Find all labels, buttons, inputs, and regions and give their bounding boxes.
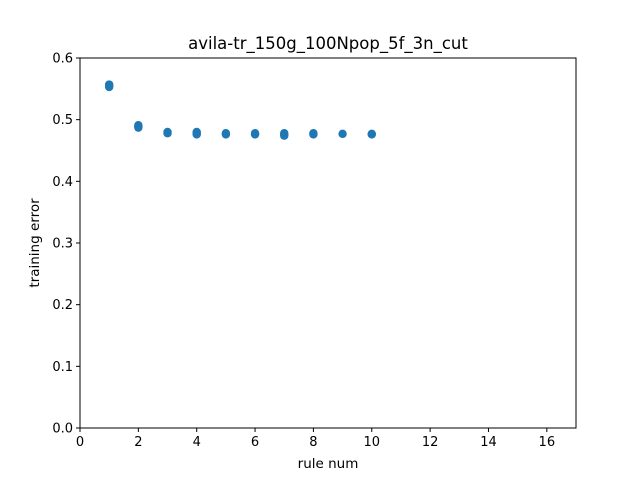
y-tick-label-3: 0.3 [52, 237, 73, 252]
data-point-20 [338, 129, 347, 139]
y-axis-label: training error [27, 198, 43, 288]
plot-area [80, 58, 576, 428]
x-tick-label-1: 2 [134, 435, 142, 450]
x-tick-label-8: 16 [539, 435, 556, 450]
y-tick-label-1: 0.1 [52, 360, 73, 375]
x-axis-ticks: 0 2 4 6 8 10 12 14 16 [76, 428, 555, 450]
y-axis-ticks: 0.0 0.1 0.2 0.3 0.4 0.5 0.6 [52, 52, 80, 437]
x-tick-label-0: 0 [76, 435, 84, 450]
data-point-5 [134, 123, 143, 132]
x-tick-label-6: 12 [422, 435, 439, 450]
data-point-14 [250, 130, 260, 139]
y-tick-label-4: 0.4 [52, 175, 73, 190]
x-tick-label-2: 4 [193, 435, 201, 450]
data-point-2 [104, 82, 114, 92]
x-tick-label-3: 6 [251, 435, 259, 450]
data-point-7 [163, 129, 172, 138]
x-axis-label: rule num [298, 456, 359, 472]
y-tick-label-5: 0.5 [52, 113, 73, 128]
data-point-12 [221, 130, 231, 139]
y-tick-label-6: 0.6 [52, 52, 73, 67]
y-tick-label-2: 0.2 [52, 298, 73, 313]
data-point-22 [367, 130, 376, 139]
x-tick-label-4: 8 [309, 435, 317, 450]
x-tick-label-5: 10 [363, 435, 380, 450]
plot-frame [79, 57, 577, 429]
x-tick-label-7: 14 [480, 435, 497, 450]
data-point-19 [309, 130, 318, 139]
data-point-17 [280, 131, 289, 140]
data-point-10 [192, 130, 201, 139]
chart-title: avila-tr_150g_100Npop_5f_3n_cut [188, 34, 468, 54]
data-points [104, 80, 376, 140]
y-tick-label-0: 0.0 [52, 422, 73, 437]
